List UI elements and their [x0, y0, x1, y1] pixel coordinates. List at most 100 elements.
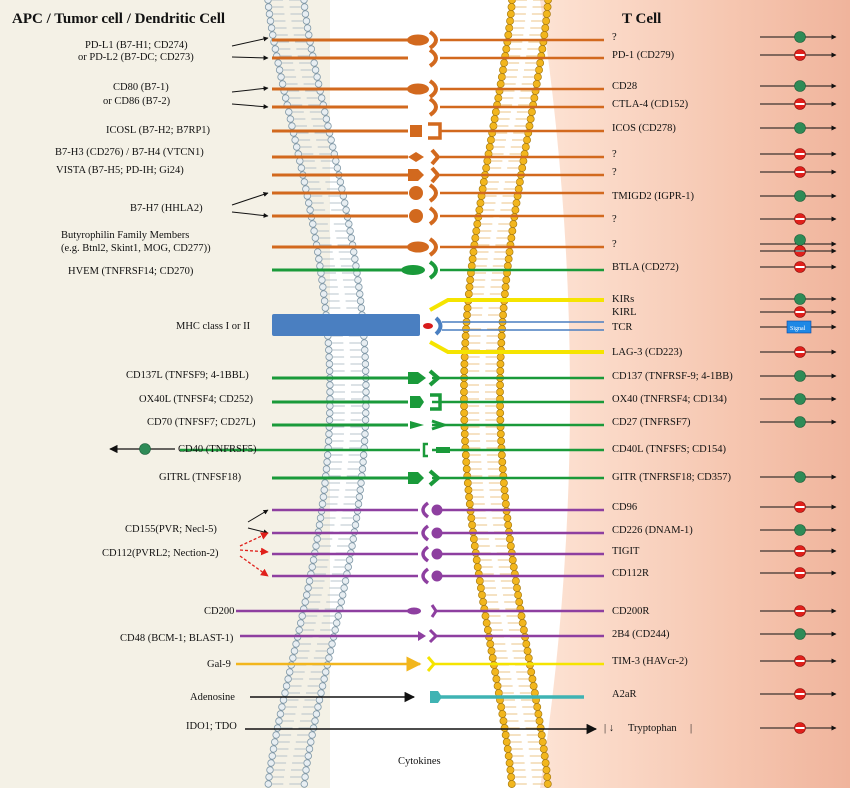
effect-cd28-activating-dot [795, 81, 806, 92]
ligand-label-vista: VISTA (B7-H5; PD-IH; Gi24) [56, 165, 184, 176]
effect-q4-minus [796, 218, 805, 220]
effect-icos-activating-dot [795, 123, 806, 134]
receptor-label-tigit: TIGIT [612, 546, 640, 557]
ligand-label-b7h7: B7-H7 (HHLA2) [130, 203, 203, 214]
ligand-label-btn: Butyrophilin Family Members [61, 230, 189, 241]
receptor-label-btla: BTLA (CD272) [612, 262, 679, 273]
ligand-label-cd48: CD48 (BCM-1; BLAST-1) [120, 633, 234, 644]
receptor-label-trp: Tryptophan [628, 723, 677, 734]
effect-btla-minus [796, 266, 805, 268]
effect-tigit-minus [796, 550, 805, 552]
receptor-label-cd112r: CD112R [612, 568, 649, 579]
ligand-label-pdl1: or PD-L2 (B7-DC; CD273) [78, 52, 194, 63]
ligand-label-cd155: CD155(PVR; Necl-5) [125, 524, 217, 535]
cd40-activating-dot [140, 444, 151, 455]
receptor-label-ox40: OX40 (TNFRSF4; CD134) [612, 394, 727, 405]
receptor-label-lag3: LAG-3 (CD223) [612, 347, 683, 358]
ligand-label-ox40l: OX40L (TNFSF4; CD252) [139, 394, 253, 405]
effect-tim3-minus [796, 660, 805, 662]
nectin-receptor-head-0 [432, 505, 443, 516]
receptor-label-2b4: 2B4 (CD244) [612, 629, 670, 640]
ligand-label-cd200: CD200 [204, 606, 234, 617]
tryptophan-end-mark: | [690, 723, 692, 734]
receptor-label-q2: ? [612, 149, 617, 160]
cytokines-label: Cytokines [398, 756, 441, 767]
hvem-head [401, 265, 425, 275]
effect-cd200r-minus [796, 610, 805, 612]
immune-checkpoint-diagram: APC / Tumor cell / Dendritic Cell T Cell… [0, 0, 850, 788]
effect-tmigd2-activating-dot [795, 191, 806, 202]
receptor-label-kirs: KIRs [612, 294, 634, 305]
receptor-label-tmigd2: TMIGD2 (IGPR-1) [612, 191, 694, 202]
effect-cd137-activating-dot [795, 371, 806, 382]
receptor-label-cd200r: CD200R [612, 606, 649, 617]
receptor-label-cd27: CD27 (TNFRSF7) [612, 417, 691, 428]
receptor-label-cd137: CD137 (TNFRSF-9; 4-1BB) [612, 371, 733, 382]
tryptophan-decrease-mark: | ↓ [604, 723, 614, 734]
diagram-canvas: APC / Tumor cell / Dendritic Cell T Cell… [0, 0, 850, 788]
ligand-label-mhc: MHC class I or II [176, 321, 251, 332]
ligand-label-gal9: Gal-9 [207, 659, 231, 670]
apc-title: APC / Tumor cell / Dendritic Cell [12, 11, 225, 27]
effect-cd27-activating-dot [795, 417, 806, 428]
effect-kirl-minus [796, 311, 805, 313]
effect-cd112r-minus [796, 572, 805, 574]
receptor-label-q3: ? [612, 167, 617, 178]
receptor-label-tim3: TIM-3 (HAVcr-2) [612, 656, 688, 667]
ligand-label-ido: IDO1; TDO [186, 721, 237, 732]
ligand-label-cd80: or CD86 (B7-2) [103, 96, 171, 107]
ligand-head-6 [409, 209, 423, 223]
receptor-label-a2ar: A2aR [612, 689, 637, 700]
effect-cd226-activating-dot [795, 525, 806, 536]
effect-kirs-activating-dot [795, 294, 806, 305]
ligand-label-cd137l: CD137L (TNFSF9; 4-1BBL) [126, 370, 249, 381]
nectin-receptor-head-1 [432, 528, 443, 539]
receptor-label-q1: ? [612, 32, 617, 43]
effect-ctla4-minus [796, 103, 805, 105]
ligand-head-7 [407, 242, 429, 253]
cd40l-head [436, 447, 450, 453]
ligand-label-cd80: CD80 (B7-1) [113, 82, 169, 93]
mhc-block [272, 314, 420, 336]
ligand-label-adenosine: Adenosine [190, 692, 235, 703]
ligand-label-cd70: CD70 (TNFSF7; CD27L) [147, 417, 256, 428]
effect-ox40-activating-dot [795, 394, 806, 405]
ligand-head-0 [407, 35, 429, 46]
ligand-head-1 [407, 84, 429, 95]
receptor-label-cd226: CD226 (DNAM-1) [612, 525, 693, 536]
ligand-label-b7h3: B7-H3 (CD276) / B7-H4 (VTCN1) [55, 147, 204, 158]
ligand-label-gitrl: GITRL (TNFSF18) [159, 472, 242, 483]
effect-pd1-minus [796, 54, 805, 56]
receptor-label-icos: ICOS (CD278) [612, 123, 676, 134]
ligand-label-hvem: HVEM (TNFRSF14; CD270) [68, 266, 194, 277]
effect-trp-minus [796, 727, 805, 729]
ligand-head-5 [409, 186, 423, 200]
receptor-label-q5: ? [612, 239, 617, 250]
receptor-label-tcr: TCR [612, 322, 632, 333]
ligand-label-icosl: ICOSL (B7-H2; B7RP1) [106, 125, 211, 136]
effect-q3-minus [796, 171, 805, 173]
effect-q5-activating-dot [795, 235, 806, 246]
receptor-label-kirl: KIRL [612, 307, 637, 318]
ligand-label-btn: (e.g. Btnl2, Skint1, MOG, CD277)) [61, 243, 211, 254]
ligand-head-2 [410, 125, 422, 137]
nectin-receptor-head-2 [432, 549, 443, 560]
ligand-label-pdl1: PD-L1 (B7-H1; CD274) [85, 40, 188, 51]
nectin-receptor-head-3 [432, 571, 443, 582]
effect-q2-minus [796, 153, 805, 155]
effect-tcr-signal-badge: Signal [787, 321, 811, 333]
receptor-label-pd1: PD-1 (CD279) [612, 50, 675, 61]
receptor-label-ctla4: CTLA-4 (CD152) [612, 99, 689, 110]
effect-q1-activating-dot [795, 32, 806, 43]
receptor-label-q4: ? [612, 214, 617, 225]
ligand-label-cd112: CD112(PVRL2; Nection-2) [102, 548, 219, 559]
receptor-label-gitr: GITR (TNFRSF18; CD357) [612, 472, 732, 483]
effect-lag3-minus [796, 351, 805, 353]
signal-text: Signal [790, 326, 806, 332]
receptor-label-cd40l: CD40L (TNFSFS; CD154) [612, 444, 726, 455]
receptor-label-cd28: CD28 [612, 81, 637, 92]
t-cell-title: T Cell [622, 11, 661, 27]
effect-gitr-activating-dot [795, 472, 806, 483]
effect-a2ar-minus [796, 693, 805, 695]
peptide [423, 323, 433, 329]
